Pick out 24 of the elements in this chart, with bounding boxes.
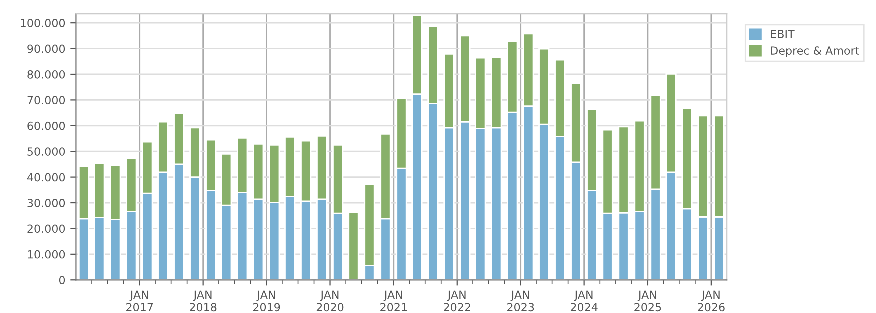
x-tick-label: JAN 2017 <box>126 290 154 312</box>
x-tick-label: JAN 2025 <box>634 290 662 312</box>
x-tick-label: JAN 2020 <box>316 290 344 312</box>
x-tick-label: JAN 2022 <box>444 290 470 312</box>
y-tick-label: 80.000 <box>28 70 66 79</box>
x-tick-label: JAN 2026 <box>698 290 725 312</box>
y-tick-label: 20.000 <box>28 224 66 234</box>
y-tick-label: 0 <box>59 276 66 285</box>
y-tick-label: 60.000 <box>28 122 66 130</box>
y-tick-label: 100.000 <box>21 19 66 28</box>
x-tick-label: JAN 2023 <box>508 290 534 312</box>
y-tick-label: 40.000 <box>27 173 66 182</box>
x-tick-label: JAN 2019 <box>253 290 280 312</box>
x-tick-label: JAN 2021 <box>380 290 408 312</box>
x-tick-label: JAN 2018 <box>190 290 217 312</box>
y-tick-label: 70.000 <box>28 96 66 105</box>
y-tick-label: 30.000 <box>28 198 66 208</box>
bar <box>348 212 360 280</box>
y-tick-label: 50.000 <box>28 148 66 156</box>
legend-label: Deprec & Amort <box>771 46 860 58</box>
y-tick-label: 10.000 <box>28 250 66 259</box>
y-tick-label: 90.000 <box>28 44 66 54</box>
x-tick-label: JAN 2024 <box>570 290 598 312</box>
legend-label: EBIT <box>771 30 795 38</box>
